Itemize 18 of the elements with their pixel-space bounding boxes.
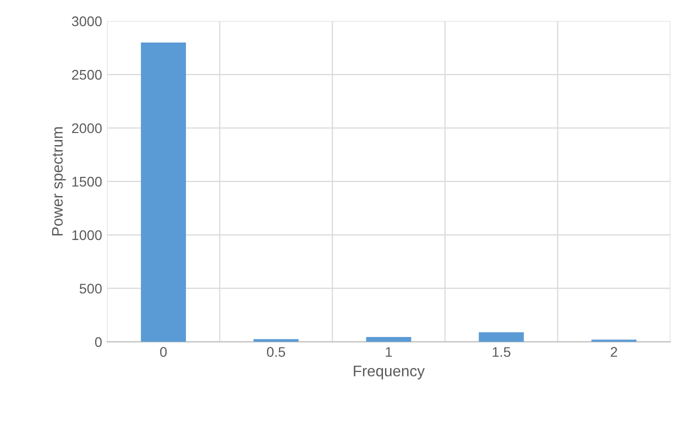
y-tick-label: 1500	[72, 176, 102, 187]
y-tick-label: 0	[95, 337, 102, 347]
bar	[366, 337, 412, 342]
bar	[140, 42, 186, 342]
x-tick-label: 1	[386, 347, 392, 357]
bar	[254, 339, 299, 342]
y-tick-label: 2500	[72, 70, 102, 80]
y-tick-label: 1000	[72, 230, 102, 240]
y-axis-title: Power spectrum	[52, 127, 66, 236]
bar	[478, 332, 524, 342]
y-tick-label: 500	[80, 284, 102, 294]
x-tick-label: 2	[610, 347, 618, 357]
x-tick-label: 0	[160, 347, 167, 357]
y-tick-label: 3000	[72, 16, 102, 26]
x-axis-title: Frequency	[354, 366, 425, 380]
x-tick-label: 0.5	[266, 347, 286, 357]
x-tick-label: 1.5	[492, 347, 510, 357]
y-tick-label: 2000	[72, 123, 102, 134]
